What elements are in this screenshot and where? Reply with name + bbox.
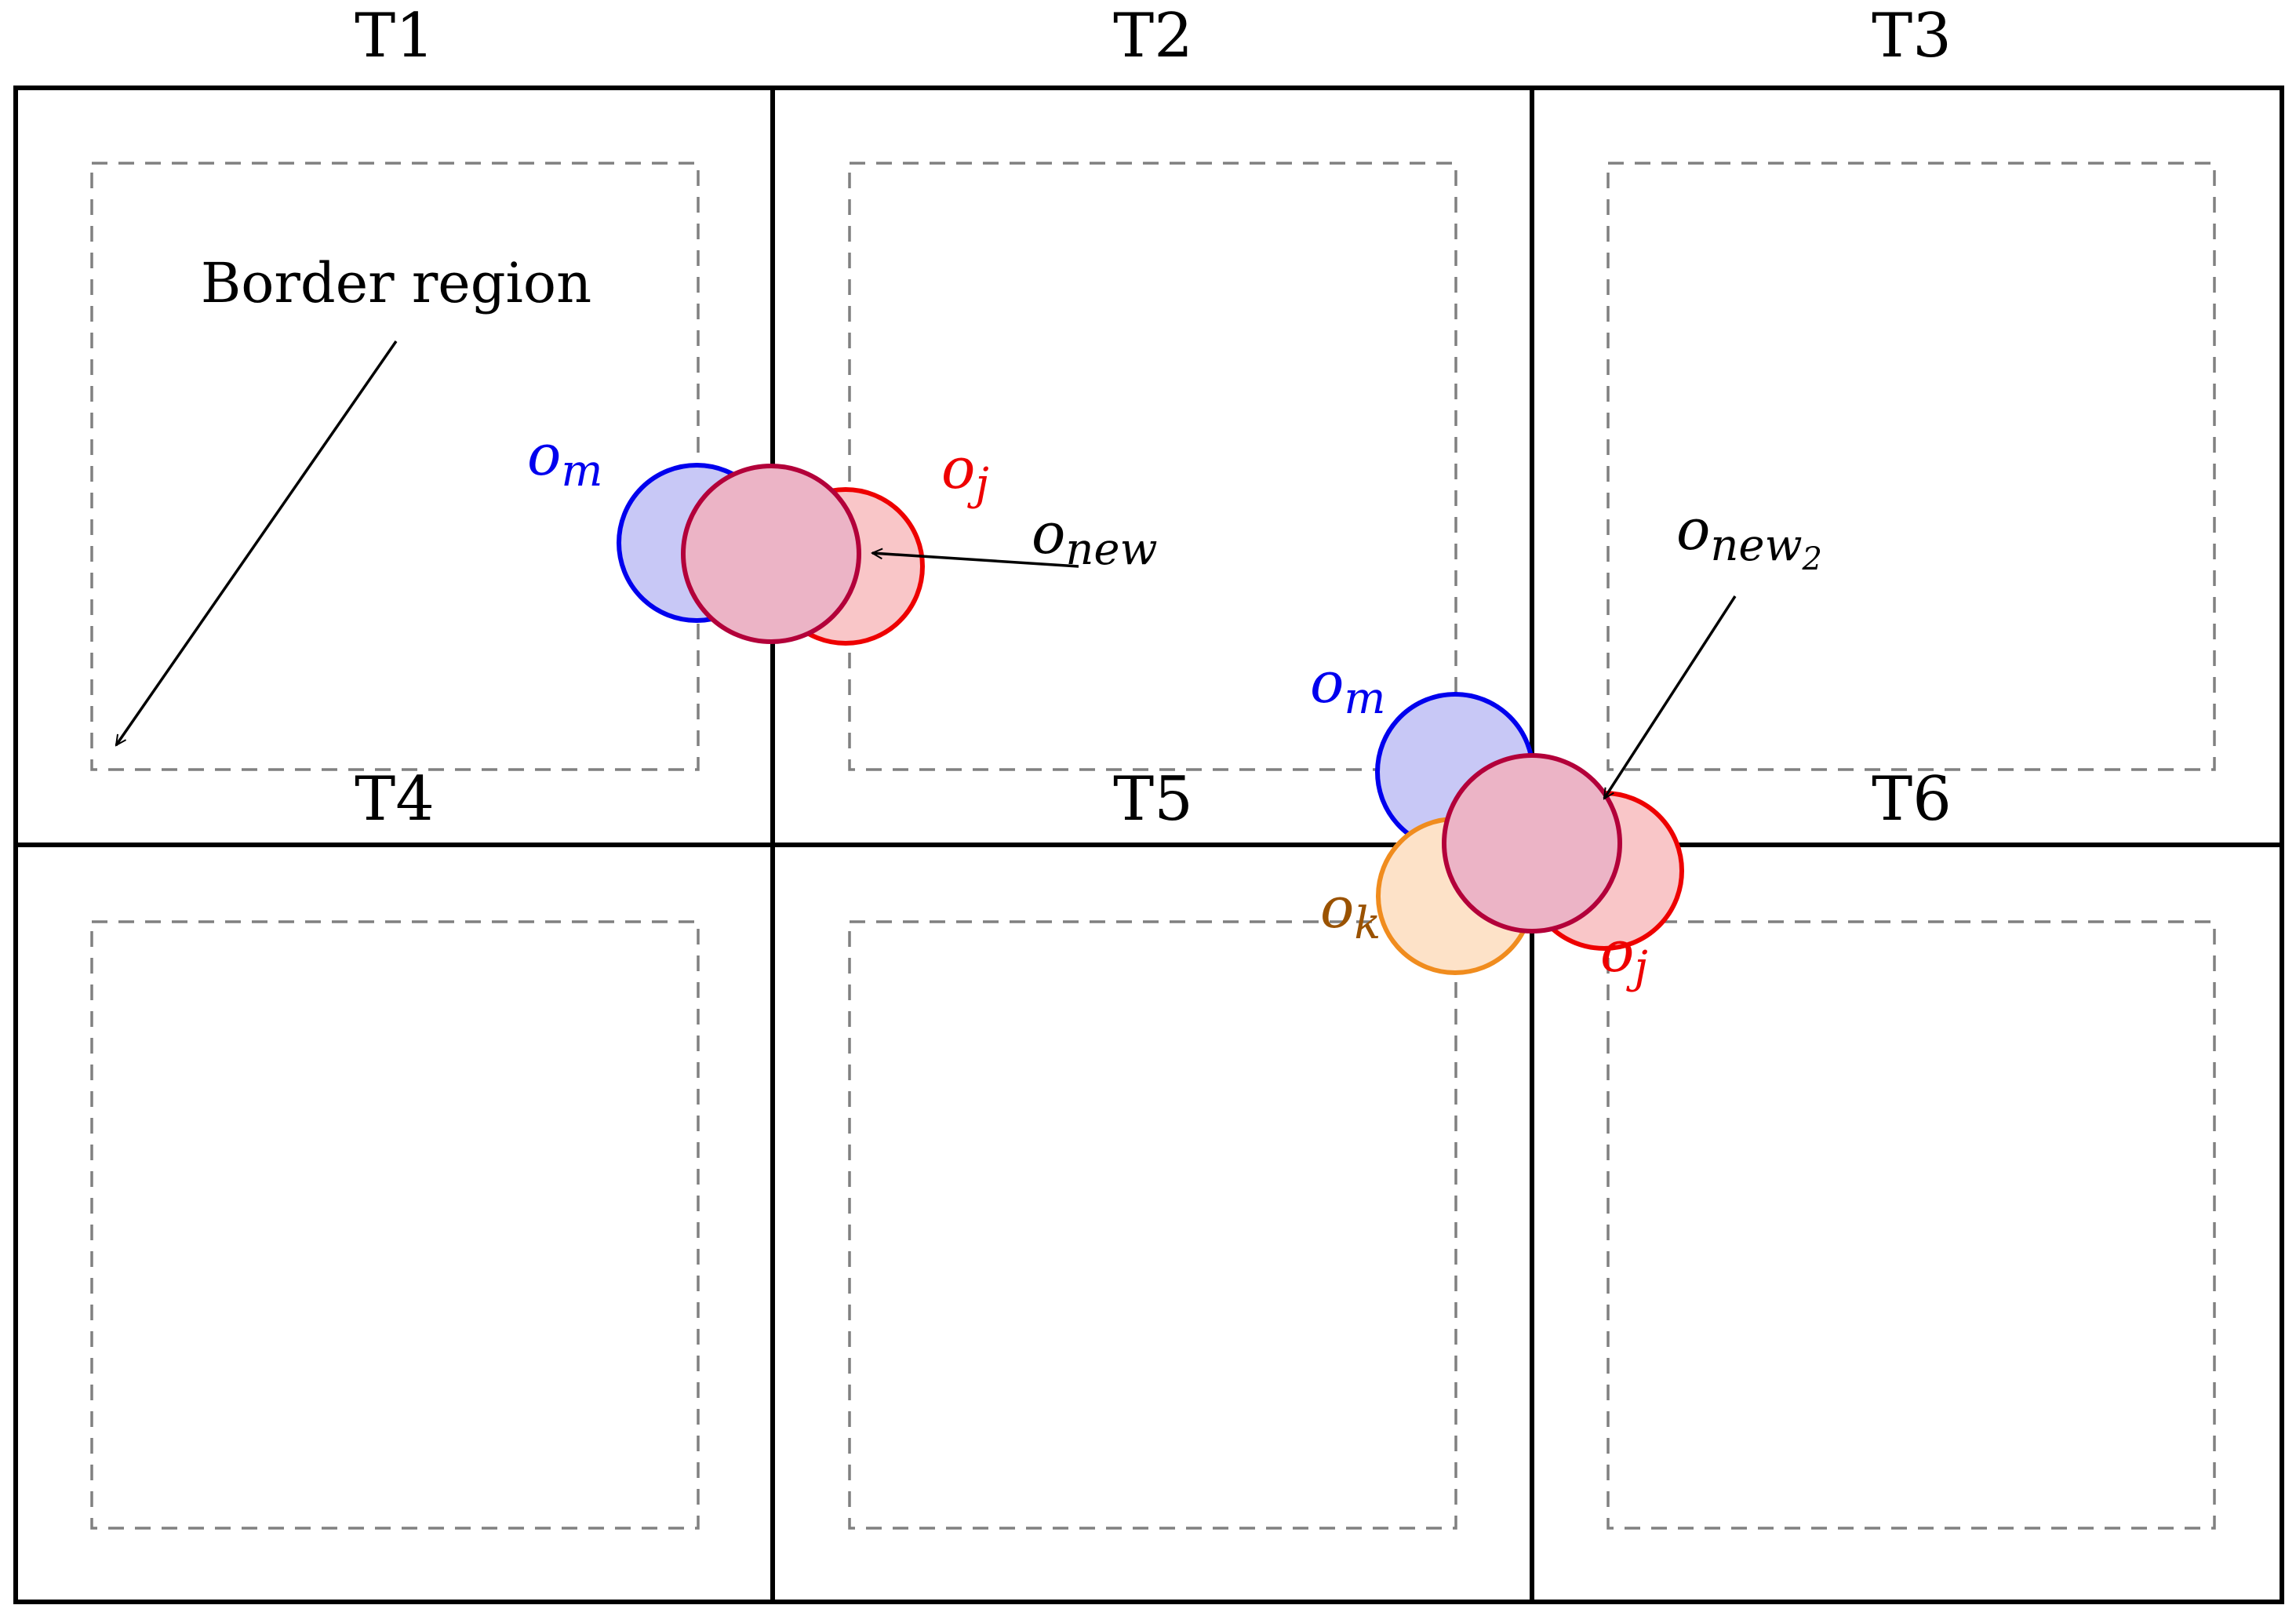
- border-region-arrow: [115, 340, 398, 745]
- merge-group-right: om ok oj onew2: [1310, 497, 1822, 993]
- border-region-annotation: Border region: [115, 251, 591, 745]
- tile-label-t2: T2: [1113, 1, 1193, 71]
- label-o-new2-right: onew2: [1676, 497, 1822, 577]
- tile-label-t3: T3: [1872, 1, 1952, 71]
- border-region-t3: [1606, 162, 2216, 771]
- border-region-t5: [848, 920, 1457, 1530]
- label-o-j-left: oj: [941, 435, 989, 510]
- tile-grid: [13, 86, 2284, 1604]
- label-o-j-right: oj: [1600, 919, 1648, 993]
- label-o-m-left: om: [527, 422, 602, 497]
- tile-labels: T1 T2 T3 T4 T5 T6: [355, 1, 1952, 835]
- merge-group-left: om oj onew: [527, 422, 1158, 646]
- arrow-o-new2-right: [1603, 595, 1737, 799]
- tile-label-t5: T5: [1113, 764, 1193, 835]
- border-region-t6: [1606, 920, 2216, 1530]
- object-o-new-left: [681, 464, 861, 644]
- border-regions: [90, 162, 2216, 1530]
- border-region-t2: [848, 162, 1457, 771]
- border-region-t4: [90, 920, 700, 1530]
- tile-label-t4: T4: [355, 764, 435, 835]
- label-o-m-right: om: [1310, 650, 1385, 724]
- object-o-new2-right: [1442, 753, 1622, 934]
- tile-label-t1: T1: [355, 1, 435, 71]
- label-o-k-right: ok: [1320, 875, 1381, 949]
- label-o-new-left: onew: [1032, 500, 1158, 575]
- tile-label-t6: T6: [1872, 764, 1952, 835]
- arrow-o-new-left: [872, 553, 1079, 568]
- border-region-label: Border region: [201, 251, 591, 315]
